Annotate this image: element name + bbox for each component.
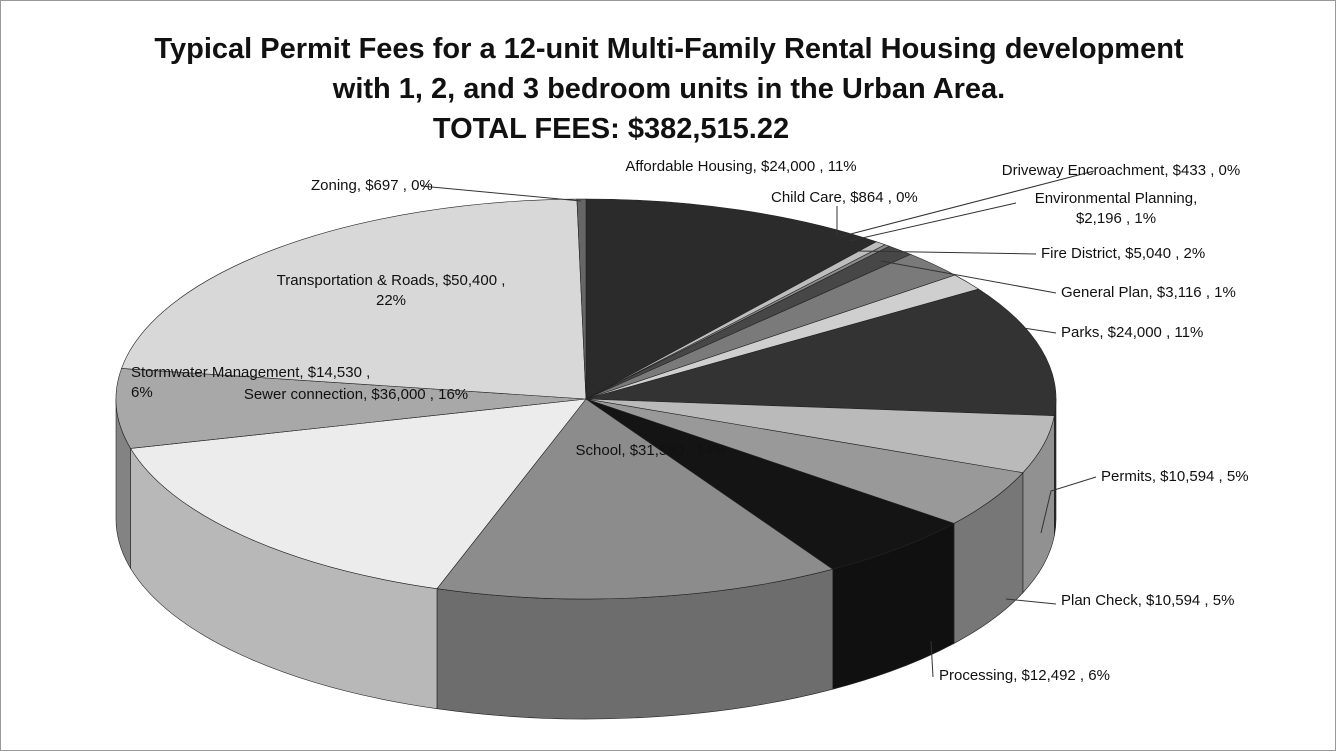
leader-line bbox=[848, 202, 1017, 242]
slice bbox=[585, 288, 1057, 417]
data-label: Affordable Housing, $24,000 , 11% bbox=[625, 158, 857, 175]
slice bbox=[576, 198, 587, 400]
slice bbox=[585, 198, 878, 400]
data-label: Plan Check, $10,594 , 5% bbox=[1061, 592, 1235, 609]
data-label: Zoning, $697 , 0% bbox=[311, 177, 433, 194]
leader-line bbox=[420, 185, 582, 202]
slice bbox=[436, 398, 834, 600]
data-label: General Plan, $3,116 , 1% bbox=[1061, 284, 1236, 301]
slice bbox=[121, 198, 587, 400]
chart-subtitle: TOTAL FEES: $382,515.22 bbox=[432, 113, 790, 145]
data-label: Processing, $12,492 , 6% bbox=[939, 667, 1110, 684]
leader-line bbox=[990, 322, 1057, 334]
data-label: Fire District, $5,040 , 2% bbox=[1041, 245, 1206, 262]
leader-line bbox=[856, 250, 1037, 255]
slice bbox=[130, 398, 587, 590]
data-label: Parks, $24,000 , 11% bbox=[1061, 324, 1204, 341]
leader-line bbox=[880, 260, 1057, 294]
data-label: Environmental Planning, $2,196 , 1% bbox=[1034, 190, 1198, 227]
data-label: Transportation & Roads, $50,400 , 22% bbox=[276, 272, 506, 309]
leader-line bbox=[930, 640, 934, 678]
data-label: Stormwater Management, $14,530 , 6% bbox=[131, 364, 371, 401]
leader-line bbox=[838, 170, 1095, 238]
leader-line bbox=[1040, 476, 1097, 534]
data-label: School, $31,560 , 14% bbox=[575, 442, 727, 459]
data-label: Driveway Encroachment, $433 , 0% bbox=[1001, 162, 1241, 179]
data-label: Permits, $10,594 , 5% bbox=[1101, 468, 1249, 485]
leader-line bbox=[1005, 598, 1057, 605]
slice bbox=[585, 398, 955, 570]
slice bbox=[115, 368, 587, 449]
data-label: Child Care, $864 , 0% bbox=[771, 189, 918, 206]
chart-title: Typical Permit Fees for a 12-unit Multi-… bbox=[154, 33, 1184, 105]
data-label: Sewer connection, $36,000 , 16% bbox=[243, 386, 469, 403]
